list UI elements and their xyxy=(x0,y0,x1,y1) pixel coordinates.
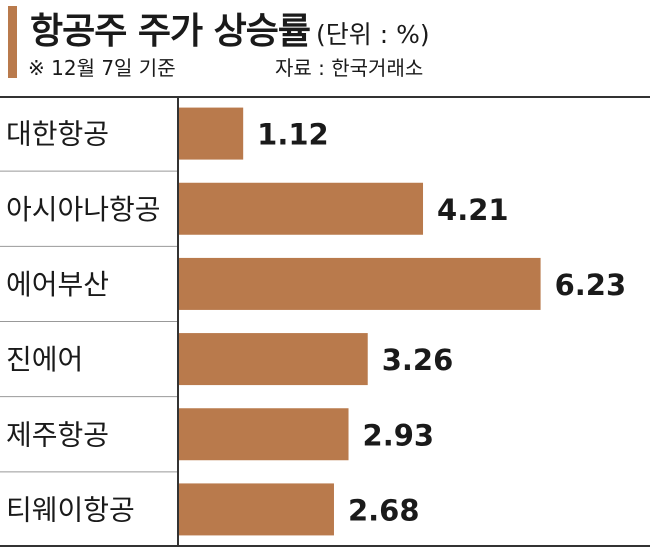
value-label: 3.26 xyxy=(382,343,454,377)
bar xyxy=(178,333,368,386)
chart-title-text: 항공주 주가 상승률 xyxy=(30,11,311,52)
category-label: 대한항공 xyxy=(6,118,109,151)
value-label: 2.93 xyxy=(363,418,435,452)
category-label: 제주항공 xyxy=(6,418,109,451)
value-label: 6.23 xyxy=(555,268,627,302)
chart-title: 항공주 주가 상승률 (단위 : %) xyxy=(30,2,430,54)
date-note: ※ 12월 7일 기준 xyxy=(28,56,176,80)
bar-chart: 대한항공 1.12 아시아나항공 4.21 에어부산 6.23 진에어 3.26 제주항공 2.9… xyxy=(0,96,650,547)
bar xyxy=(178,483,334,536)
category-label: 에어부산 xyxy=(6,268,109,301)
category-label: 아시아나항공 xyxy=(6,193,161,226)
title-accent-bar xyxy=(8,6,17,78)
bar xyxy=(178,107,244,160)
chart-layer: 대한항공 1.12 아시아나항공 4.21 에어부산 6.23 진에어 3.26 제주항공 2.9… xyxy=(0,96,650,547)
bar xyxy=(178,182,424,235)
unit-label: (단위 : %) xyxy=(316,20,430,49)
value-label: 1.12 xyxy=(257,118,329,152)
bar xyxy=(178,408,349,461)
source-label: 자료 : 한국거래소 xyxy=(275,56,424,80)
category-label: 티웨이항공 xyxy=(6,493,135,526)
bar xyxy=(178,257,541,310)
value-label: 4.21 xyxy=(437,193,509,227)
category-label: 진에어 xyxy=(6,343,83,376)
value-label: 2.68 xyxy=(348,493,420,527)
